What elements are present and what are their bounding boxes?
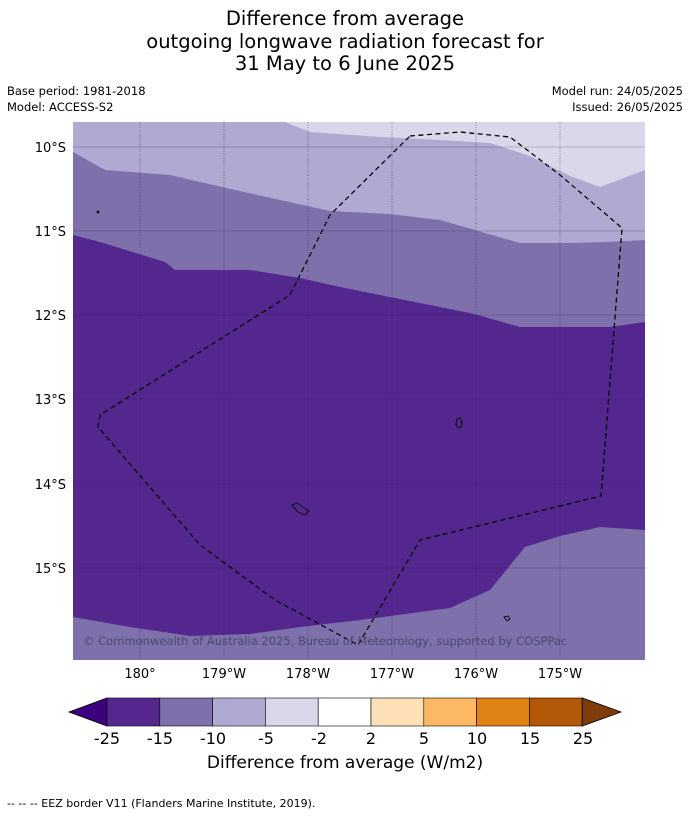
colorbar-tick: -2 <box>311 729 327 745</box>
lat-label: 14°S <box>35 478 66 493</box>
colorbar-tick: 5 <box>419 729 429 745</box>
latitude-lines <box>73 146 645 569</box>
colorbar-segment <box>106 697 161 727</box>
lon-label: 177°W <box>370 667 414 682</box>
lon-label: 178°W <box>286 667 330 682</box>
colorbar-tick: 10 <box>467 729 487 745</box>
longitude-labels: 180° 179°W 178°W 177°W 176°W 175°W <box>124 667 582 682</box>
map-title: Difference from average outgoing longwav… <box>0 7 690 76</box>
colorbar-extend-high <box>581 697 623 727</box>
colorbar-tick: -5 <box>258 729 274 745</box>
graticule <box>139 122 561 660</box>
colorbar-segment <box>423 697 477 727</box>
island-small-east <box>503 615 511 622</box>
colorbar-label: Difference from average (W/m2) <box>206 753 484 773</box>
island-wallis <box>455 417 463 429</box>
band-minus5-minus2 <box>285 122 645 187</box>
base-period: Base period: 1981-2018 <box>7 84 146 98</box>
lon-label: 176°W <box>454 667 498 682</box>
latitude-labels: 10°S 11°S 12°S 13°S 14°S 15°S <box>35 141 66 577</box>
copyright-notice: © Commonwealth of Australia 2025, Bureau… <box>83 634 567 648</box>
lon-label: 180° <box>124 667 155 682</box>
map-figure: © Commonwealth of Australia 2025, Bureau… <box>35 122 645 745</box>
lon-label: 179°W <box>202 667 246 682</box>
eez-footnote: -- -- -- EEZ border V11 (Flanders Marine… <box>7 797 316 810</box>
colorbar-segment <box>212 697 266 727</box>
lat-label: 11°S <box>35 225 66 240</box>
islands <box>96 210 511 622</box>
colorbar-tick: 25 <box>573 729 593 745</box>
model-run: Model run: 24/05/2025 <box>551 84 683 98</box>
lat-label: 10°S <box>35 141 66 156</box>
colorbar-segment <box>529 697 583 727</box>
colorbar <box>67 697 623 727</box>
colorbar-segment <box>265 697 319 727</box>
colorbar-extend-low <box>67 697 108 727</box>
colorbar-segment <box>159 697 213 727</box>
lat-label: 15°S <box>35 562 66 577</box>
title-line-3: 31 May to 6 June 2025 <box>234 52 456 75</box>
issued-date: Issued: 26/05/2025 <box>572 99 683 114</box>
colorbar-segment <box>476 697 530 727</box>
band-minus10-minus5 <box>73 122 645 243</box>
colorbar-tick: 2 <box>366 729 376 745</box>
colorbar-tick: -25 <box>94 729 120 745</box>
title-line-2: outgoing longwave radiation forecast for <box>146 29 544 53</box>
island-futuna <box>291 502 310 516</box>
colorbar-segment <box>317 697 372 727</box>
lon-label: 175°W <box>538 667 582 682</box>
anomaly-field: © Commonwealth of Australia 2025, Bureau… <box>73 122 645 660</box>
colorbar-tick-labels: -25 -15 -10 -5 -2 2 5 10 15 25 <box>94 729 593 745</box>
lat-label: 13°S <box>35 393 66 408</box>
eez-border <box>97 131 623 646</box>
meta-right: Model run: 24/05/2025 Issued: 26/05/2025 <box>552 84 683 115</box>
colorbar-tick: -10 <box>200 729 226 745</box>
colorbar-tick: 15 <box>520 729 540 745</box>
band-minus15-minus10-south <box>73 527 645 660</box>
colorbar-tick: -15 <box>147 729 173 745</box>
colorbar-segment <box>370 697 425 727</box>
title-line-1: Difference from average <box>225 7 465 30</box>
lat-label: 12°S <box>35 309 66 324</box>
model-name: Model: ACCESS-S2 <box>7 99 114 114</box>
islet-northwest <box>96 210 100 214</box>
meta-left: Base period: 1981-2018 Model: ACCESS-S2 <box>7 84 146 115</box>
